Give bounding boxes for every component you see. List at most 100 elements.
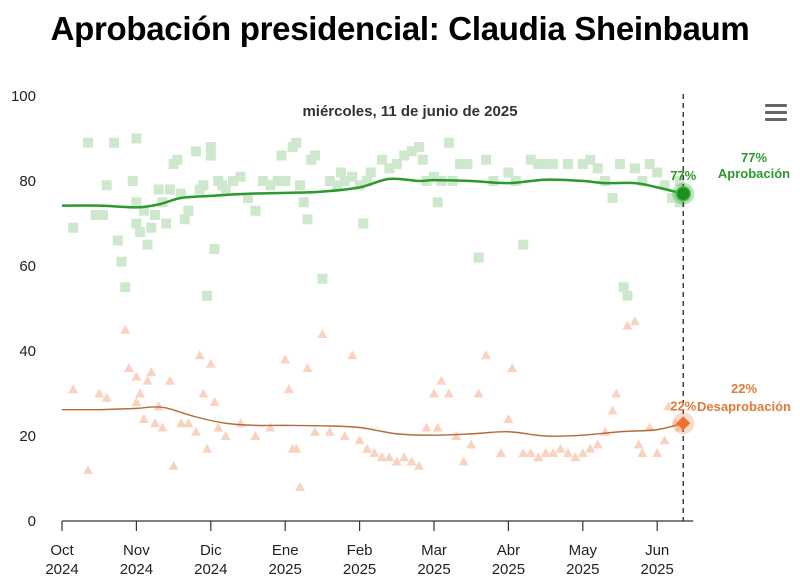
disapproval-point (168, 460, 179, 470)
trend-lines-layer (61, 177, 684, 437)
disapproval-point (362, 443, 373, 453)
scatter-points-layer (68, 133, 685, 491)
approval-point (365, 167, 376, 178)
disapproval-point (473, 388, 484, 398)
approval-point (339, 176, 350, 186)
disapproval-point (220, 431, 231, 440)
disapproval-end-value-label: 22% (670, 398, 696, 413)
approval-point (347, 171, 358, 182)
menu-bar (765, 104, 787, 107)
approval-point (592, 163, 603, 174)
disapproval-point (637, 448, 648, 457)
disapproval-point (324, 426, 335, 436)
x-tick-label-month: Feb (347, 542, 373, 559)
disapproval-point (250, 431, 261, 440)
disapproval-point (421, 422, 432, 432)
disapproval-point (622, 320, 633, 330)
approval-point (391, 159, 402, 169)
disapproval-point (291, 443, 302, 453)
hamburger-menu-icon[interactable] (765, 104, 787, 122)
approval-point (142, 239, 153, 250)
approval-point (138, 205, 149, 216)
disapproval-point (429, 388, 439, 398)
x-tick-label-year: 2024 (45, 561, 78, 578)
axes-layer: Oct 2024 Nov 2024 Dic 2024 Ene 2025 Feb 2025 Mar 20… (11, 88, 791, 578)
disapproval-point (205, 358, 216, 368)
disapproval-point (674, 422, 685, 432)
y-tick-label: 80 (19, 173, 36, 190)
disapproval-point (213, 422, 224, 432)
disapproval-point (194, 350, 205, 360)
x-tick-label-month: Dic (200, 542, 222, 559)
approval-point (228, 176, 239, 186)
disapproval-point (235, 418, 246, 428)
disapproval-point (555, 443, 566, 453)
disapproval-point (164, 375, 175, 385)
disapproval-point (150, 418, 160, 428)
x-tick-label-month: Mar (421, 542, 447, 559)
approval-point (90, 210, 101, 220)
disapproval-point (495, 448, 506, 457)
approval-point (618, 282, 629, 293)
approval-point (667, 193, 678, 203)
approval-point (473, 252, 484, 263)
disapproval-point (436, 375, 447, 385)
approval-point (176, 188, 187, 199)
chart-title: Aprobación presidencial: Claudia Sheinba… (50, 10, 750, 47)
approval-point (302, 214, 313, 225)
disapproval-point (663, 401, 674, 411)
approval-point (205, 150, 216, 161)
approval-point (600, 176, 611, 186)
approval-point (644, 159, 655, 169)
approval-point (190, 146, 201, 157)
approval-point (202, 290, 213, 301)
approval-point (518, 239, 529, 250)
approval-point (637, 176, 648, 186)
approval-point (659, 180, 670, 191)
disapproval-point (369, 448, 380, 457)
disapproval-point (406, 456, 417, 466)
disapproval-point (94, 388, 105, 398)
disapproval-point (153, 401, 164, 411)
disapproval-point (283, 384, 294, 394)
x-tick-label-year: 2024 (120, 561, 153, 578)
disapproval-point (384, 452, 395, 462)
disapproval-point (309, 426, 320, 436)
approval-point (83, 137, 94, 148)
disapproval-point (592, 439, 603, 449)
approval-point (161, 218, 172, 229)
x-tick-label-month: Ene (272, 542, 299, 559)
menu-bar (765, 111, 787, 114)
approval-point (503, 167, 514, 178)
approval-point (209, 244, 220, 254)
approval-point (112, 235, 123, 246)
disapproval-point (644, 422, 655, 432)
approval-point (198, 180, 209, 191)
approval-point (131, 133, 142, 144)
x-tick-label-month: May (569, 542, 598, 559)
disapproval-point (317, 329, 328, 338)
approval-point (109, 137, 120, 148)
approval-point (131, 197, 142, 208)
disapproval-point (157, 422, 168, 432)
approval-end-marker (675, 186, 691, 202)
y-tick-label: 100 (11, 88, 36, 105)
approval-point (525, 154, 536, 165)
y-tick-label: 40 (19, 343, 36, 360)
disapproval-point (135, 388, 146, 398)
approval-point (298, 197, 309, 208)
approval-point (376, 154, 387, 165)
y-tick-label: 60 (19, 258, 36, 275)
approval-point (607, 193, 618, 203)
disapproval-point (443, 388, 454, 398)
approval-point (291, 137, 302, 148)
approval-point (153, 184, 164, 195)
approval-legend-label: Aprobación (718, 166, 790, 181)
approval-point (540, 159, 551, 169)
disapproval-point (585, 443, 596, 453)
disapproval-point (562, 448, 573, 457)
approval-point (406, 146, 417, 157)
x-tick-label-year: 2025 (343, 561, 376, 578)
approval-point (462, 159, 473, 169)
disapproval-point (146, 367, 157, 377)
